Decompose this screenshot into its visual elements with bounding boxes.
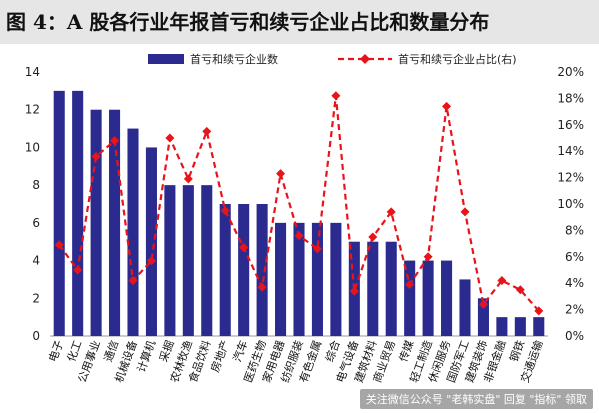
right-tick-label: 18%	[557, 91, 584, 105]
category-label: 电子	[46, 339, 66, 364]
bar-传媒	[404, 260, 416, 336]
right-tick-label: 16%	[557, 118, 584, 132]
bar-采掘	[164, 185, 176, 336]
right-tick-label: 10%	[557, 197, 584, 211]
bar-通信	[109, 109, 121, 336]
ratio-point-农林牧渔	[183, 174, 193, 184]
ratio-point-钢铁	[515, 285, 525, 295]
ratio-point-公用事业	[91, 151, 101, 161]
right-tick-label: 4%	[565, 276, 584, 290]
ratio-point-机械设备	[128, 276, 138, 286]
left-tick-label: 2	[32, 291, 40, 305]
right-tick-label: 8%	[565, 223, 584, 237]
bar-建筑材料	[367, 241, 379, 336]
right-axis-ticks: 0% 2% 4% 6% 8% 10% 12% 14% 16% 18% 20%	[557, 65, 584, 343]
right-tick-label: 12%	[557, 171, 584, 185]
combo-chart: 0 2 4 6 8 10 12 14 0% 2% 4% 6% 8% 10% 12% 14% 16% 18% 20%…	[25, 52, 584, 384]
ratio-point-计算机	[146, 256, 156, 266]
right-tick-label: 2%	[565, 303, 584, 317]
left-tick-label: 4	[32, 254, 40, 268]
ratio-point-食品饮料	[202, 126, 212, 136]
bar-食品饮料	[201, 185, 213, 336]
left-tick-label: 14	[25, 65, 40, 79]
watermark-text: 关注微信公众号 "老韩实盘" 回复 "指标" 领取	[359, 389, 593, 409]
bar-交通运输	[533, 317, 545, 336]
left-tick-label: 8	[32, 178, 40, 192]
category-label: 采掘	[156, 338, 177, 363]
bar-钢铁	[514, 317, 526, 336]
ratio-point-轻工制造	[423, 252, 433, 262]
right-tick-label: 6%	[565, 250, 584, 264]
right-tick-label: 0%	[565, 329, 584, 343]
left-tick-label: 10	[25, 140, 40, 154]
ratio-point-家用电器	[276, 169, 286, 179]
category-label: 化工	[64, 338, 85, 363]
bar-电子	[53, 90, 65, 336]
bar-计算机	[145, 147, 157, 336]
bar-纺织服装	[293, 222, 305, 336]
ratio-point-非银金融	[497, 276, 507, 286]
ratio-point-有色金属	[312, 244, 322, 254]
legend-bar-swatch	[148, 54, 184, 64]
ratio-point-通信	[110, 136, 120, 146]
ratio-point-纺织服装	[294, 231, 304, 241]
category-labels: 电子化工公用事业通信机械设备计算机采掘农林牧渔食品饮料房地产汽车医药生物家用电器…	[46, 338, 545, 384]
ratio-point-商业贸易	[386, 207, 396, 217]
ratio-point-休闲服务	[442, 101, 452, 111]
category-label: 通信	[102, 339, 122, 364]
bar-建筑装饰	[477, 298, 489, 336]
category-label: 钢铁	[507, 339, 527, 364]
bar-商业贸易	[385, 241, 397, 336]
bar-机械设备	[127, 128, 139, 336]
title-bar: 图 4：A 股各行业年报首亏和续亏企业占比和数量分布	[0, 0, 599, 44]
bar-series	[53, 90, 545, 336]
right-tick-label: 14%	[557, 144, 584, 158]
legend: 首亏和续亏企业数 首亏和续亏企业占比(右)	[148, 52, 517, 66]
legend-line-marker	[360, 54, 370, 64]
bar-家用电器	[275, 222, 287, 336]
ratio-point-化工	[73, 265, 83, 275]
category-label: 传媒	[397, 339, 417, 364]
ratio-point-建筑材料	[368, 232, 378, 242]
bar-轻工制造	[422, 260, 434, 336]
ratio-point-交通运输	[534, 306, 544, 316]
bar-有色金属	[311, 222, 323, 336]
ratio-point-国防军工	[460, 207, 470, 217]
ratio-point-电气设备	[349, 286, 359, 296]
ratio-point-建筑装饰	[478, 299, 488, 309]
bar-公用事业	[90, 109, 102, 336]
category-label: 综合	[322, 338, 343, 363]
bar-国防军工	[459, 279, 471, 336]
left-axis-ticks: 0 2 4 6 8 10 12 14	[25, 65, 40, 343]
ratio-point-房地产	[220, 206, 230, 216]
left-tick-label: 6	[32, 216, 40, 230]
ratio-point-电子	[54, 240, 64, 250]
bar-房地产	[219, 204, 231, 336]
ratio-point-汽车	[239, 243, 249, 253]
bar-休闲服务	[441, 260, 453, 336]
bar-农林牧渔	[182, 185, 194, 336]
bar-化工	[72, 90, 84, 336]
left-tick-label: 12	[25, 103, 40, 117]
figure-title: 图 4：A 股各行业年报首亏和续亏企业占比和数量分布	[6, 10, 490, 34]
ratio-point-医药生物	[257, 282, 267, 292]
category-label: 汽车	[230, 338, 251, 363]
bar-综合	[330, 222, 342, 336]
ratio-point-采掘	[165, 133, 175, 143]
line-series	[54, 91, 544, 316]
legend-line-label: 首亏和续亏企业占比(右)	[398, 52, 517, 66]
right-tick-label: 20%	[557, 65, 584, 79]
bar-汽车	[238, 204, 250, 336]
left-tick-label: 0	[32, 329, 40, 343]
bar-非银金融	[496, 317, 508, 336]
bar-医药生物	[256, 204, 268, 336]
legend-bar-label: 首亏和续亏企业数	[190, 52, 278, 66]
ratio-point-综合	[331, 91, 341, 101]
ratio-point-传媒	[405, 280, 415, 290]
